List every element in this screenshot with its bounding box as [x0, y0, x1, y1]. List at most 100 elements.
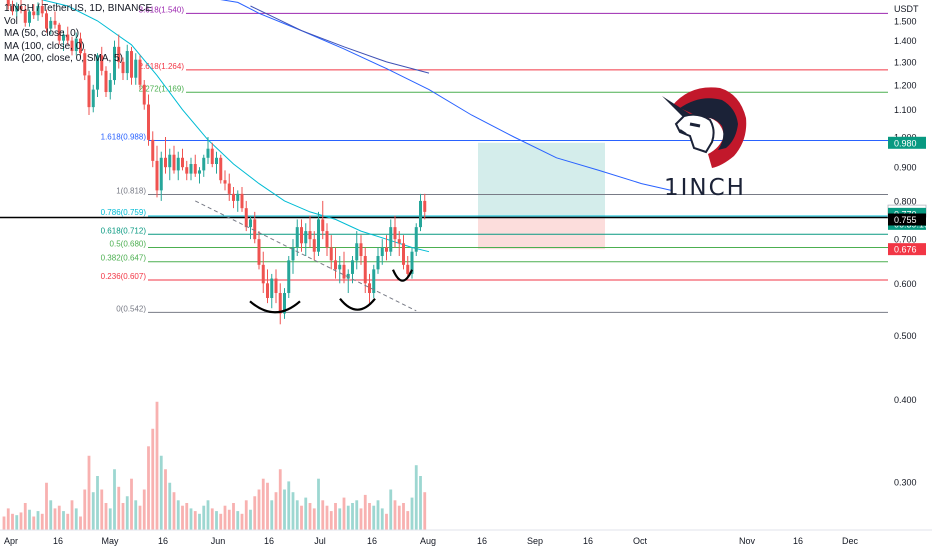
fib-label: 0.786(0.759) — [101, 208, 147, 217]
volume-bar — [376, 500, 380, 530]
candle-body — [164, 157, 167, 168]
volume-bar — [100, 489, 104, 530]
candle-body — [210, 148, 214, 165]
x-tick-label: 16 — [583, 536, 593, 546]
long-position-tool — [478, 142, 605, 250]
volume-bar — [210, 508, 214, 530]
candle-body — [168, 154, 172, 168]
x-tick-label: 16 — [477, 536, 487, 546]
volume-bar — [274, 492, 278, 530]
volume-bar — [359, 508, 363, 530]
y-tick-label: 0.600 — [894, 279, 917, 289]
candle-body — [423, 200, 427, 212]
candle-body — [23, 9, 27, 23]
volume-bar — [74, 508, 78, 530]
x-tick-label: Oct — [633, 536, 648, 546]
volume-bar — [300, 505, 303, 530]
legend-vol[interactable]: Vol — [4, 15, 18, 27]
drawings — [195, 200, 417, 314]
volume-bar — [130, 478, 133, 530]
volume-bar — [40, 513, 44, 530]
volume-bar — [329, 511, 333, 530]
volume-bar — [125, 496, 129, 530]
volume-bar — [117, 486, 121, 530]
candle-body — [66, 34, 70, 41]
volume-bar — [19, 512, 23, 530]
volume-bar — [155, 401, 159, 530]
candle-body — [104, 70, 108, 93]
volume-bar — [389, 489, 393, 530]
y-tick-label: 0.400 — [894, 395, 917, 405]
volume-bar — [134, 500, 138, 530]
candle-body — [351, 260, 354, 274]
candle-body — [232, 193, 235, 201]
candle-body — [236, 193, 240, 201]
legend-ma100[interactable]: MA (100, close, 0) — [4, 40, 85, 52]
candle-body — [321, 219, 325, 232]
candle-body — [189, 164, 193, 174]
volume-bar — [219, 513, 223, 530]
symbol-title[interactable]: 1INCH / TetherUS, 1D, BINANCE — [4, 3, 153, 14]
price-label-box — [888, 213, 926, 226]
candle-body — [181, 157, 184, 168]
legend-ma50[interactable]: MA (50, close, 0) — [4, 28, 80, 39]
currency-label: USDT — [894, 4, 919, 14]
candle-body — [138, 59, 142, 85]
price-label-text: 0.980 — [894, 138, 917, 148]
candle-body — [159, 157, 163, 191]
volume-bar — [11, 513, 14, 530]
candle-body — [172, 154, 176, 171]
volume-bar — [53, 508, 57, 530]
candle-body — [28, 11, 31, 23]
volume-bar — [164, 469, 167, 530]
volume-bar — [45, 482, 48, 530]
candle-body — [338, 264, 342, 270]
candle-body — [176, 157, 180, 171]
volume-bar — [317, 478, 320, 530]
candle-body — [113, 46, 116, 81]
volume-bar — [406, 511, 410, 530]
candles — [6, 0, 427, 325]
volume-bar — [147, 446, 150, 530]
volume-bar — [295, 500, 299, 530]
candle-body — [219, 157, 223, 181]
volume-bar — [66, 513, 70, 530]
fib-label: 2.272(1.169) — [139, 84, 185, 93]
volume-bar — [410, 497, 414, 530]
candle-body — [410, 251, 414, 274]
volume-bar — [91, 492, 95, 530]
volume-bars — [2, 401, 427, 530]
fib-label: 2.618(1.264) — [139, 62, 185, 71]
volume-bar — [83, 489, 87, 530]
volume-bar — [23, 503, 27, 530]
candle-body — [202, 157, 206, 171]
volume-bar — [419, 476, 422, 530]
candle-body — [359, 243, 363, 257]
candle-body — [57, 24, 61, 41]
legend-ma200[interactable]: MA (200, close, 0, SMA, 5) — [4, 53, 123, 64]
volume-bar — [79, 516, 82, 530]
x-tick-label: Sep — [527, 536, 543, 546]
volume-bar — [15, 515, 19, 530]
candle-body — [32, 11, 36, 16]
price-axis-bg — [888, 0, 932, 550]
y-tick-label: 1.100 — [894, 105, 917, 115]
volume-bar — [249, 509, 252, 530]
ma-100-line — [220, 0, 672, 191]
volume-bar — [70, 500, 74, 530]
fib-label: 1.618(0.988) — [101, 132, 147, 141]
volume-bar — [380, 508, 384, 530]
price-label-text: 0.676 — [894, 245, 917, 255]
volume-bar — [402, 503, 405, 530]
volume-bar — [223, 505, 227, 530]
candle-body — [342, 264, 346, 279]
x-tick-label: 16 — [53, 536, 63, 546]
volume-bar — [283, 489, 286, 530]
fib-label: 0.618(0.712) — [101, 226, 147, 235]
volume-bar — [57, 505, 61, 530]
pattern-arc — [391, 269, 414, 282]
ma-50-line — [40, 0, 430, 253]
x-tick-label: Aug — [420, 536, 436, 546]
candle-body — [300, 227, 303, 244]
